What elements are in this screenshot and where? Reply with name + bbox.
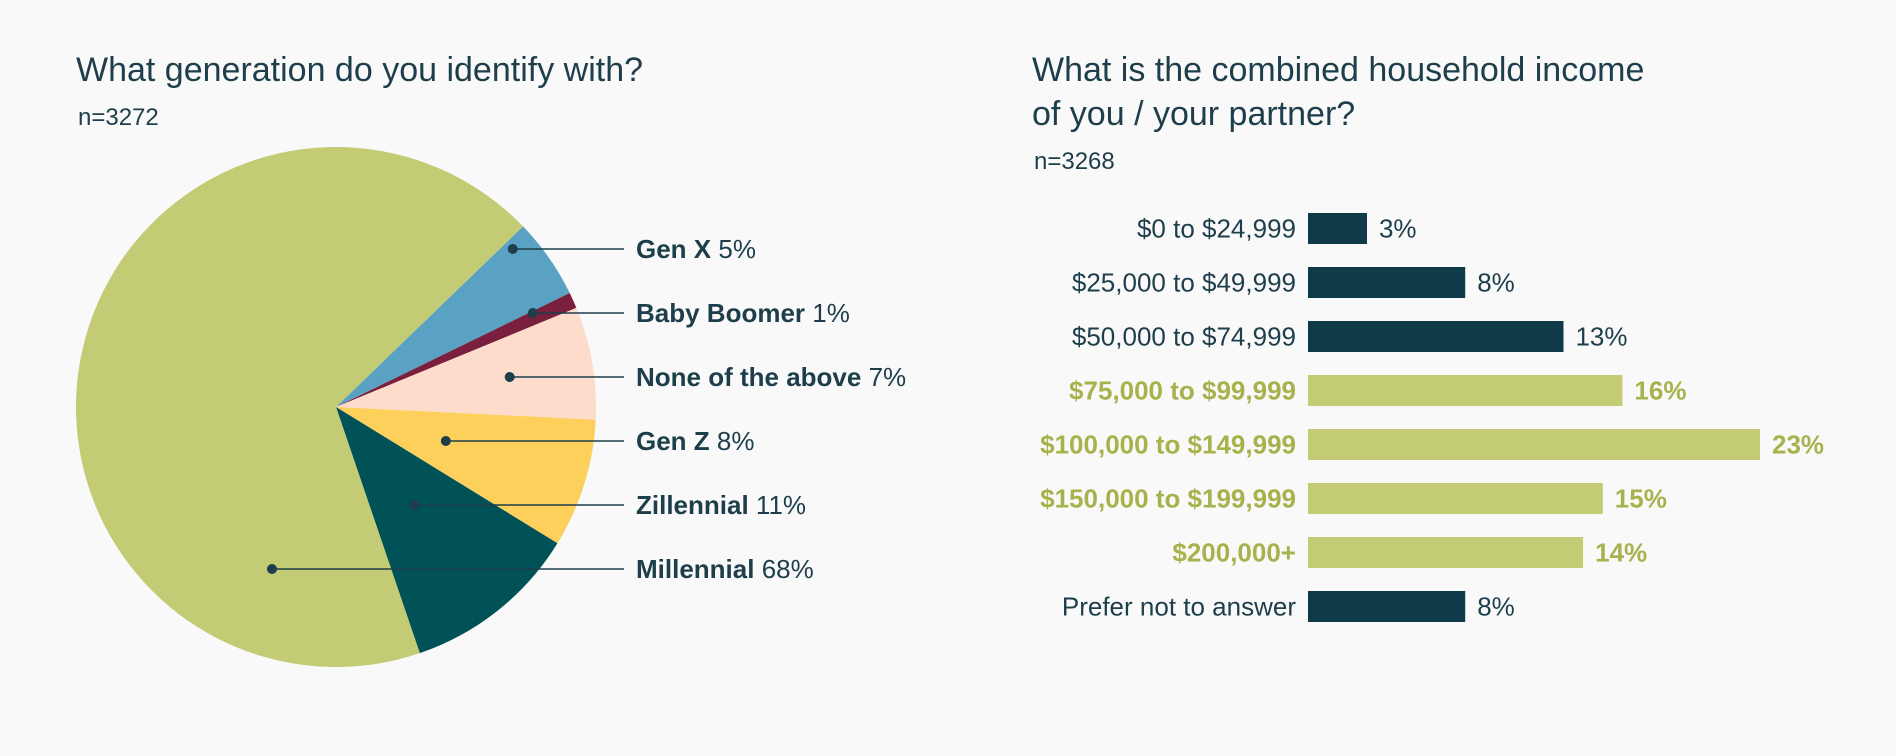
bar-0-to-24-999 [1308,213,1367,244]
pie-label-millennial: Millennial 68% [636,554,814,584]
bar-value-label: 16% [1634,376,1686,406]
pie-label-name: None of the above [636,362,861,392]
pie-leader-dot-gen-z [440,436,451,446]
pie-slice-gen-x [336,226,570,407]
bar-value-label: 8% [1477,268,1515,298]
pie-label-value: 1% [805,298,850,328]
bar-row-75-000-to-99-999: $75,000 to $99,999 16% [1069,375,1686,406]
generation-chart-title: What generation do you identify with? [76,51,644,89]
pie-label-none-of-the-above: None of the above 7% [636,362,906,392]
bar-row-0-to-24-999: $0 to $24,999 3% [1137,213,1417,244]
bar-category-label: Prefer not to answer [1062,592,1296,622]
generation-sample-size: n=3272 [78,104,159,131]
income-chart-title: What is the combined household income of… [1032,48,1644,136]
pie-slices [76,147,597,668]
pie-leader-dot-gen-x [507,244,518,254]
bar-row-200-000: $200,000+ 14% [1172,537,1647,568]
bar-value-label: 15% [1615,484,1667,514]
bar-value-label: 8% [1477,592,1515,622]
bar-row-50-000-to-74-999: $50,000 to $74,999 13% [1072,321,1628,352]
pie-slice-none-of-the-above [336,307,597,420]
generation-pie-chart: Gen X 5% Baby Boomer 1% None of the above … [76,147,906,668]
income-chart-panel: What is the combined household income of… [1000,0,1896,756]
bar-category-label: $100,000 to $149,999 [1040,430,1296,460]
bar-200-000 [1308,537,1584,568]
pie-slice-millennial [76,147,524,668]
pie-label-value: 8% [710,426,755,456]
pie-label-value: 68% [754,554,813,584]
pie-label-name: Baby Boomer [636,298,805,328]
pie-label-zillennial: Zillennial 11% [636,490,806,520]
pie-label-baby-boomer: Baby Boomer 1% [636,298,850,328]
bar-value-label: 23% [1772,430,1824,460]
bar-category-label: $150,000 to $199,999 [1040,484,1296,514]
bar-75-000-to-99-999 [1308,375,1623,406]
bar-category-label: $75,000 to $99,999 [1069,376,1296,406]
pie-labels: Gen X 5% Baby Boomer 1% None of the above … [636,234,906,584]
bar-value-label: 13% [1575,322,1627,352]
generation-chart-panel: What generation do you identify with? n=… [76,51,906,668]
bar-category-label: $200,000+ [1172,538,1296,568]
pie-leader-dot-zillennial [409,500,420,510]
pie-slice-zillennial [336,407,558,654]
pie-label-name: Zillennial [636,490,749,520]
bar-value-label: 3% [1379,214,1417,244]
income-chart-title-line1: What is the combined household income [1032,51,1645,89]
pie-label-gen-z: Gen Z 8% [636,426,754,456]
bar-value-label: 14% [1595,538,1647,568]
bar-prefer-not-to-answer [1308,591,1466,622]
pie-label-name: Gen Z [636,426,710,456]
income-sample-size: n=3268 [1034,148,1115,175]
bar-category-label: $0 to $24,999 [1137,214,1296,244]
income-bar-chart: $0 to $24,999 3% $25,000 to $49,999 8% $50,0… [1040,213,1824,622]
bar-category-label: $25,000 to $49,999 [1072,268,1296,298]
bar-row-100-000-to-149-999: $100,000 to $149,999 23% [1040,429,1824,460]
bar-50-000-to-74-999 [1308,321,1564,352]
bar-row-prefer-not-to-answer: Prefer not to answer 8% [1062,591,1515,622]
pie-leader-dot-baby-boomer [527,308,538,318]
pie-label-value: 5% [711,234,756,264]
pie-label-value: 7% [861,362,906,392]
pie-label-gen-x: Gen X 5% [636,234,756,264]
bar-row-150-000-to-199-999: $150,000 to $199,999 15% [1040,483,1667,514]
pie-label-name: Millennial [636,554,754,584]
pie-label-value: 11% [749,490,806,520]
pie-label-name: Gen X [636,234,712,264]
bar-150-000-to-199-999 [1308,483,1603,514]
bar-row-25-000-to-49-999: $25,000 to $49,999 8% [1072,267,1515,298]
pie-leaders [267,244,624,574]
bar-category-label: $50,000 to $74,999 [1072,322,1296,352]
pie-leader-dot-none-of-the-above [504,372,515,382]
pie-leader-dot-millennial [267,564,277,574]
pie-slice-baby-boomer [336,293,577,407]
bar-25-000-to-49-999 [1308,267,1466,298]
bar-100-000-to-149-999 [1308,429,1760,460]
income-chart-title-line2: of you / your partner? [1032,95,1356,133]
